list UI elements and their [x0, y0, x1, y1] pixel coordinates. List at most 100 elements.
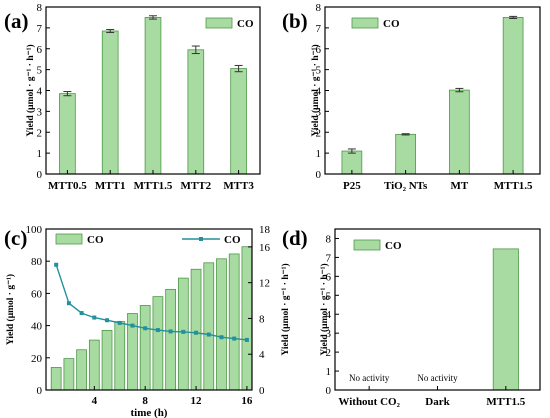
legend-swatch [205, 17, 233, 29]
y-tick-label: 5 [316, 65, 322, 77]
y-right-tick-label: 0 [259, 385, 265, 397]
bar [492, 248, 519, 391]
y-tick-label: 7 [37, 23, 43, 35]
y-axis-title: Yield (μmol · g⁻¹ · h⁻¹) [25, 44, 36, 136]
y-tick-label: 80 [31, 256, 43, 268]
bar [216, 258, 227, 391]
bar [76, 349, 87, 391]
bar [139, 305, 151, 391]
line-point [130, 323, 135, 328]
legend-label: CO [237, 18, 254, 30]
x-tick-label: MTT1.5 [494, 180, 533, 192]
y-tick-label: 100 [26, 224, 43, 236]
y-right-tick-label: 8 [259, 313, 265, 325]
legend-swatch [55, 233, 83, 245]
line-point [219, 335, 224, 340]
panel-c: (c) 0 20 40 60 80 100 4 8 12 16 0 4 8 12 16 18 Yield (μmo… [4, 224, 291, 418]
annotation: No activity [349, 373, 390, 383]
x-tick-label: MTT3 [223, 180, 254, 192]
y-axis-title: Yield (μmol · g⁻¹) [5, 274, 16, 345]
plot-frame [45, 228, 253, 391]
plot-frame [334, 228, 541, 391]
panel-b: (b) 0 1 2 3 4 5 6 7 8 P25 TiO₂ NTs MT MTT1.5 Yield (μm… [282, 2, 541, 192]
line-point [232, 336, 237, 341]
x-tick-label: TiO₂ NTs [384, 180, 428, 192]
line-point [79, 311, 84, 316]
y-tick-label: 4 [37, 86, 43, 98]
bar [190, 268, 202, 391]
y-tick-label: 1 [316, 148, 322, 160]
bar [88, 339, 100, 391]
y-tick-label: 7 [316, 23, 322, 35]
y-tick-label: 2 [37, 127, 43, 139]
y-axis-title: Yield (μmol · g⁻¹ · h⁻¹) [319, 263, 330, 355]
bar [152, 296, 164, 391]
y-tick-label: 3 [37, 106, 43, 118]
y-tick-label: 5 [326, 290, 332, 302]
y-right-tick-label: 12 [259, 278, 270, 290]
y-right-tick-label: 18 [259, 224, 271, 236]
x-tick-label: 8 [142, 395, 148, 407]
legend-swatch [353, 239, 381, 251]
y-tick-label: 40 [31, 321, 43, 333]
y-tick-label: 1 [37, 148, 43, 160]
y-right-tick-label: 4 [259, 349, 265, 361]
legend-label: CO [385, 240, 402, 252]
bar [177, 277, 189, 391]
plot-frame [324, 6, 541, 175]
panel-label: (d) [282, 226, 308, 250]
y-tick-label: 6 [316, 44, 322, 56]
line-point [168, 329, 173, 334]
line-point [54, 262, 59, 267]
y-tick-label: 8 [37, 2, 43, 14]
annotation: No activity [417, 373, 458, 383]
y-tick-label: 4 [326, 309, 332, 321]
y-tick-label: 2 [326, 347, 332, 359]
y-tick-label: 20 [31, 353, 43, 365]
bar [502, 17, 524, 175]
y-tick-label: 3 [316, 106, 322, 118]
bar [114, 321, 126, 391]
x-tick-label: P25 [343, 180, 361, 192]
bar [63, 358, 75, 391]
panel-label: (c) [4, 226, 27, 250]
x-tick-label: MTT1.5 [134, 180, 173, 192]
line-point [92, 315, 97, 320]
bar [144, 17, 162, 175]
line-point [244, 337, 249, 342]
x-tick-label: Without CO₂ [338, 396, 400, 408]
y-tick-label: 0 [326, 385, 332, 397]
legend-label: CO [224, 234, 241, 246]
y-axis-title: Yield (μmol · g⁻¹ · h⁻¹) [280, 263, 291, 355]
x-tick-label: 12 [191, 395, 203, 407]
x-tick-label: 16 [241, 395, 253, 407]
y-tick-label: 7 [326, 252, 332, 264]
bar [101, 330, 113, 391]
bar [165, 288, 176, 391]
bar [101, 30, 119, 175]
y-tick-label: 8 [316, 2, 322, 14]
bar [395, 133, 416, 175]
y-tick-label: 3 [326, 328, 332, 340]
y-tick-label: 2 [316, 127, 322, 139]
x-axis-title: time (h) [131, 407, 168, 418]
bar [228, 253, 240, 391]
panel-a: (a) 0 1 2 3 4 5 6 7 8 MTT0.5 MTT1 MTT1.5 MTT2 MTT3 Yiel… [4, 2, 261, 192]
line-point [181, 329, 186, 334]
bar [449, 89, 470, 175]
y-tick-label: 1 [326, 366, 332, 378]
line-point [206, 332, 211, 337]
y-tick-label: 60 [31, 288, 43, 300]
bar [50, 367, 62, 391]
y-tick-label: 0 [37, 169, 43, 181]
bar [59, 93, 76, 175]
line-point [155, 328, 160, 333]
plot-frame [45, 6, 261, 175]
line-point [117, 320, 122, 325]
y-tick-label: 0 [37, 385, 43, 397]
x-tick-label: MT [451, 180, 469, 192]
y-right-tick-label: 16 [259, 242, 271, 254]
y-tick-label: 4 [316, 86, 322, 98]
